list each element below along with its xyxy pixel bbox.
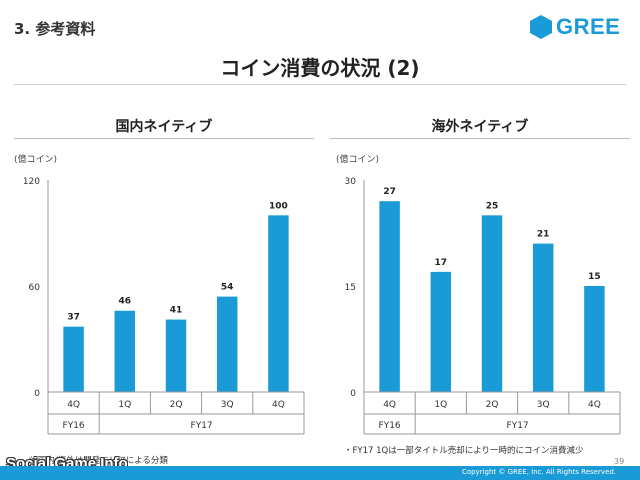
- data-label: 46: [119, 297, 132, 307]
- bar: [114, 310, 136, 392]
- x-tick-label: 2Q: [170, 400, 183, 410]
- bar-chart-overseas: 0 15 30 27 17 25 21 15 4Q 1Q 2Q 3Q 4Q FY16 FY17: [345, 177, 621, 435]
- footnote-fy17-1q: ・FY17 1Qは一部タイトル売却により一時的にコイン消費減少: [344, 446, 584, 456]
- section-heading: 3. 参考資料: [14, 20, 96, 38]
- data-label: 41: [170, 306, 183, 316]
- bar: [165, 319, 187, 392]
- data-label: 15: [588, 272, 601, 282]
- data-label: 17: [435, 258, 448, 268]
- bar: [216, 296, 238, 392]
- unit-label-overseas: (億コイン): [336, 155, 380, 165]
- x-tick-label: 4Q: [588, 400, 601, 410]
- data-label: 27: [383, 187, 396, 197]
- hexagon-icon: [530, 15, 552, 39]
- page-title: コイン消費の状況 (2): [220, 56, 420, 80]
- y-tick-label: 0: [350, 389, 356, 399]
- group-label: FY16: [379, 421, 401, 431]
- bar: [63, 326, 84, 392]
- data-label: 100: [269, 201, 288, 211]
- logo-text: GREE: [556, 14, 621, 39]
- chart-divider-overseas: [330, 138, 630, 139]
- group-label: FY17: [191, 421, 213, 431]
- copyright: Copyright © GREE, Inc. All Rights Reserv…: [461, 468, 616, 476]
- x-tick-label: 3Q: [221, 400, 234, 410]
- data-label: 37: [67, 313, 80, 323]
- title-divider: [14, 84, 626, 85]
- chart-divider-domestic: [14, 138, 314, 139]
- bar: [379, 201, 400, 392]
- data-label: 25: [486, 201, 499, 211]
- chart-title-domestic: 国内ネイティブ: [115, 119, 213, 135]
- footer-bar: Copyright © GREE, Inc. All Rights Reserv…: [0, 466, 640, 480]
- y-tick-label: 15: [345, 283, 356, 293]
- y-tick-label: 60: [29, 283, 41, 293]
- bar: [430, 271, 452, 392]
- bar: [268, 215, 289, 392]
- data-label: 21: [537, 230, 550, 240]
- bar: [481, 215, 503, 392]
- y-tick-label: 30: [345, 177, 357, 187]
- page-number: 39: [614, 457, 625, 466]
- x-tick-label: 4Q: [272, 400, 285, 410]
- y-tick-label: 120: [23, 177, 40, 187]
- group-label: FY17: [507, 421, 529, 431]
- x-tick-label: 3Q: [537, 400, 550, 410]
- y-tick-label: 0: [34, 389, 40, 399]
- x-tick-label: 4Q: [67, 400, 80, 410]
- x-tick-label: 1Q: [118, 400, 131, 410]
- bar: [532, 243, 554, 392]
- x-tick-label: 2Q: [486, 400, 499, 410]
- footnote-classification: ※ 国内/海外は開発エリアによる分類: [28, 456, 168, 466]
- group-label: FY16: [63, 421, 85, 431]
- chart-title-overseas: 海外ネイティブ: [431, 119, 529, 135]
- x-tick-label: 4Q: [383, 400, 396, 410]
- bar: [584, 286, 605, 392]
- bar-chart-domestic: 0 60 120 37 46 41 54 100 4Q 1Q 2Q 3Q 4Q FY16 FY17: [23, 177, 305, 435]
- data-label: 54: [221, 283, 234, 293]
- unit-label-domestic: (億コイン): [14, 155, 58, 165]
- gree-logo: GREE: [530, 14, 620, 40]
- x-tick-label: 1Q: [434, 400, 447, 410]
